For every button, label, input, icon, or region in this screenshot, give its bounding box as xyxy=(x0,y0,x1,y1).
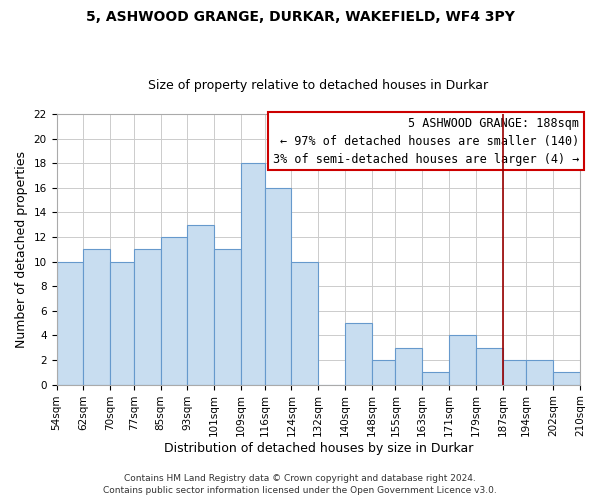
Title: Size of property relative to detached houses in Durkar: Size of property relative to detached ho… xyxy=(148,79,488,92)
Bar xyxy=(56,262,83,384)
Text: 5, ASHWOOD GRANGE, DURKAR, WAKEFIELD, WF4 3PY: 5, ASHWOOD GRANGE, DURKAR, WAKEFIELD, WF… xyxy=(86,10,514,24)
Text: 5 ASHWOOD GRANGE: 188sqm
← 97% of detached houses are smaller (140)
3% of semi-d: 5 ASHWOOD GRANGE: 188sqm ← 97% of detach… xyxy=(272,116,579,166)
Bar xyxy=(476,348,503,385)
Bar xyxy=(134,250,161,384)
Bar xyxy=(161,237,187,384)
Bar xyxy=(503,360,526,384)
Bar xyxy=(526,360,553,384)
Bar xyxy=(187,224,214,384)
Bar xyxy=(449,336,476,384)
Bar xyxy=(422,372,449,384)
Bar xyxy=(265,188,292,384)
Bar xyxy=(372,360,395,384)
Text: Contains HM Land Registry data © Crown copyright and database right 2024.
Contai: Contains HM Land Registry data © Crown c… xyxy=(103,474,497,495)
Bar xyxy=(553,372,580,384)
Bar xyxy=(110,262,134,384)
Bar xyxy=(292,262,318,384)
Bar xyxy=(345,323,372,384)
Bar xyxy=(214,250,241,384)
Bar xyxy=(395,348,422,385)
Bar xyxy=(241,163,265,384)
X-axis label: Distribution of detached houses by size in Durkar: Distribution of detached houses by size … xyxy=(164,442,473,455)
Y-axis label: Number of detached properties: Number of detached properties xyxy=(15,151,28,348)
Bar xyxy=(83,250,110,384)
